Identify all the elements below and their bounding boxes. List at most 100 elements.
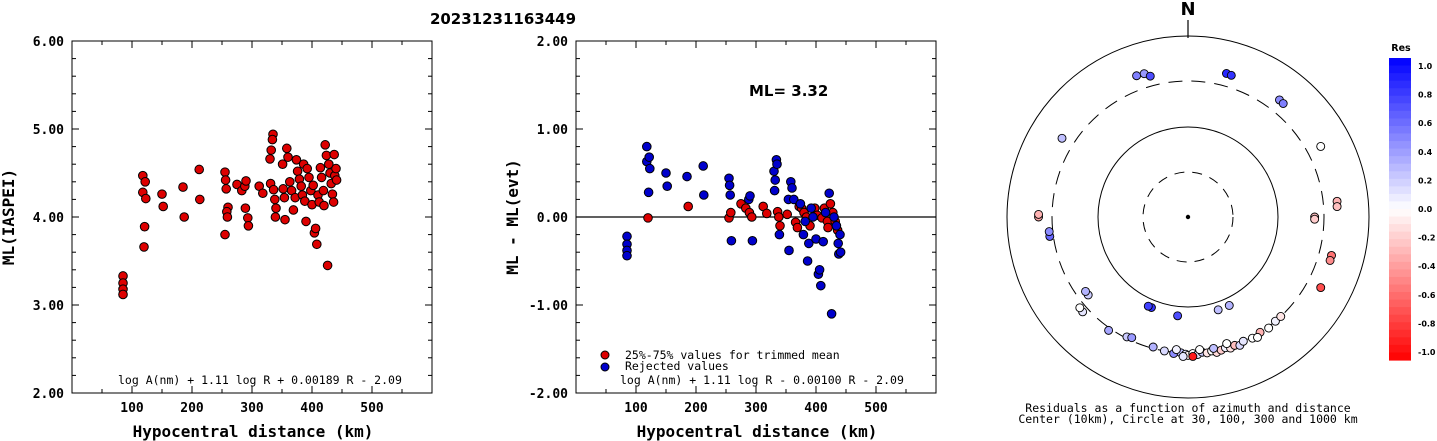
data-point <box>195 194 205 205</box>
data-point <box>725 190 736 200</box>
station-marker <box>1222 339 1232 349</box>
data-point <box>814 265 825 275</box>
data-point <box>296 181 307 191</box>
x-tick-label: 500 <box>864 401 888 416</box>
data-point <box>804 238 814 249</box>
colorbar-segment <box>1389 73 1411 82</box>
legend-label-trimmed: 25%-75% values for trimmed mean <box>625 348 840 362</box>
data-point <box>331 175 342 185</box>
north-label: N <box>1180 0 1195 20</box>
data-point <box>321 150 332 161</box>
x-tick-labels: 100 200 300 400 500 <box>624 401 888 416</box>
data-point <box>795 199 806 209</box>
colorbar-segment <box>1389 193 1411 203</box>
colorbar-segment <box>1389 224 1411 233</box>
colorbar-segment <box>1389 148 1411 157</box>
center-dot <box>1185 214 1191 220</box>
station-marker <box>1226 70 1236 80</box>
data-point <box>282 143 292 154</box>
colorbar-segment <box>1389 88 1411 97</box>
formula-text: log A(nm) + 1.11 log R + 0.00189 R - 2.0… <box>118 373 402 387</box>
data-point <box>327 189 338 199</box>
data-point <box>278 184 289 194</box>
data-point <box>787 183 797 193</box>
data-point <box>304 172 314 183</box>
data-point <box>798 229 809 240</box>
data-point <box>824 188 835 199</box>
colorbar-segment <box>1389 239 1411 248</box>
data-point <box>823 222 833 233</box>
colorbar-tick-label: 0.2 <box>1418 176 1432 185</box>
station-marker <box>1075 303 1085 313</box>
legend-marker-trimmed <box>600 350 610 360</box>
data-point <box>241 176 251 186</box>
data-point <box>784 245 794 256</box>
caption-line-1: Residuals as a function of azimuth and d… <box>1025 401 1350 415</box>
x-axis-label: Hypocentral distance (km) <box>133 422 374 441</box>
data-point <box>265 154 275 164</box>
data-point <box>622 250 632 261</box>
data-point <box>661 168 671 178</box>
station-marker <box>1224 301 1234 310</box>
colorbar-segment <box>1389 118 1411 127</box>
data-point <box>319 200 329 211</box>
data-point <box>816 280 826 291</box>
data-point <box>622 231 632 242</box>
data-point <box>221 184 231 194</box>
y-tick-label: -1.00 <box>529 299 568 314</box>
colorbar-segment <box>1389 299 1411 308</box>
station-marker <box>1188 352 1198 361</box>
colorbar <box>1389 58 1411 361</box>
colorbar-segment <box>1389 133 1411 142</box>
station-marker <box>1127 333 1137 343</box>
station-marker <box>1209 343 1218 353</box>
station-marker <box>1276 312 1286 321</box>
data-point <box>747 212 757 222</box>
colorbar-segment <box>1389 261 1411 270</box>
station-marker <box>1143 301 1153 311</box>
y-tick-label: 3.00 <box>33 299 64 314</box>
colorbar-tick-label: -0.4 <box>1418 262 1436 271</box>
panel-residual-map: N Residuals as a function of azimuth and… <box>1006 0 1436 426</box>
data-point <box>301 216 311 227</box>
data-point <box>774 212 784 222</box>
station-marker <box>1081 286 1090 296</box>
y-tick-labels: -2.00 -1.00 0.00 1.00 2.00 <box>529 35 568 402</box>
data-point <box>726 235 737 246</box>
data-point <box>243 213 253 223</box>
station-marker <box>1195 345 1205 355</box>
colorbar-segment <box>1389 352 1411 361</box>
data-point <box>698 161 709 171</box>
colorbar-segment <box>1389 156 1411 165</box>
station-marker <box>1057 133 1067 143</box>
station-marker <box>1310 214 1320 224</box>
data-point <box>220 229 230 240</box>
data-point <box>775 221 785 231</box>
colorbar-segment <box>1389 269 1411 278</box>
data-point <box>271 203 281 213</box>
station-marker <box>1173 311 1183 321</box>
data-point <box>682 171 692 182</box>
data-point <box>318 185 329 196</box>
data-point <box>772 159 782 169</box>
data-points <box>118 129 342 300</box>
data-point <box>220 175 231 185</box>
colorbar-tick-label: 0.0 <box>1418 205 1433 214</box>
data-point <box>835 229 845 240</box>
data-point <box>140 177 150 187</box>
y-tick-label: 1.00 <box>537 123 568 138</box>
data-point <box>328 197 339 207</box>
x-tick-label: 300 <box>744 401 768 416</box>
data-point <box>310 223 321 234</box>
colorbar-segment <box>1389 163 1411 172</box>
colorbar-segment <box>1389 65 1411 74</box>
data-point <box>141 193 151 204</box>
ml-annotation: ML= 3.32 <box>749 82 828 100</box>
data-point <box>643 213 653 223</box>
x-tick-label: 200 <box>684 401 708 416</box>
data-point <box>258 188 268 199</box>
data-points <box>622 141 846 319</box>
data-point <box>291 155 302 165</box>
data-point <box>279 192 290 203</box>
station-marker <box>1325 255 1335 265</box>
